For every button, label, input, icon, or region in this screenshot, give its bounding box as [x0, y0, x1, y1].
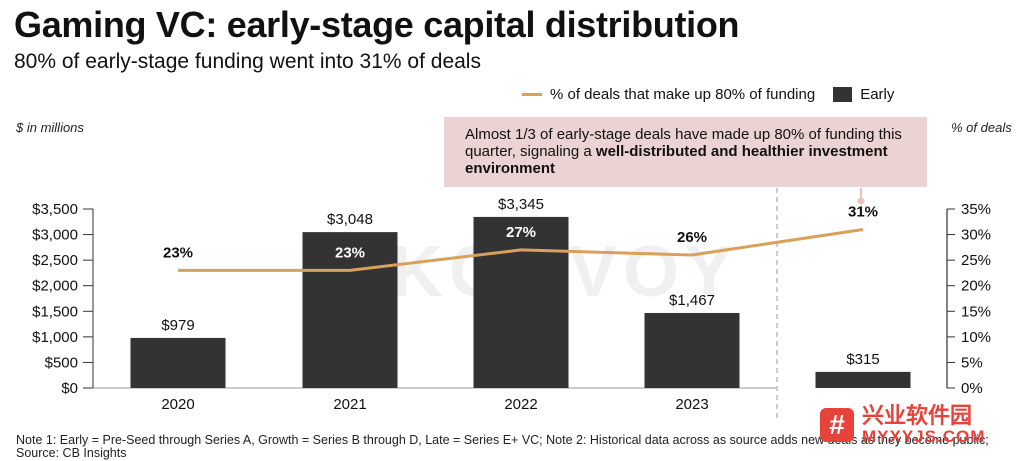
x-tick-label: 2022	[504, 396, 537, 413]
x-tick-label: 2023	[675, 396, 708, 413]
pct-labels: 23% 23% 27% 26% 31%	[163, 203, 878, 261]
pct-value-label: 31%	[848, 203, 878, 220]
right-axis: 0% 5% 10% 15% 20% 25% 30% 35%	[947, 201, 991, 397]
legend-bar-swatch	[833, 87, 853, 102]
legend-bar-label: Early	[860, 86, 895, 103]
bar	[473, 216, 569, 388]
annotation-connector-dot	[857, 197, 865, 205]
bar	[815, 371, 911, 388]
annotation-bold-text: well-distributed and healthier investmen…	[465, 143, 888, 177]
x-tick-label: 2021	[333, 396, 366, 413]
pct-value-label: 26%	[677, 229, 707, 246]
bar	[130, 337, 226, 388]
bar-value-label: $3,048	[327, 211, 373, 228]
right-tick-label: 5%	[961, 354, 983, 371]
chart-title: Gaming VC: early-stage capital distribut…	[14, 4, 740, 45]
left-tick-label: $0	[61, 380, 78, 397]
left-axis: $0 $500 $1,000 $1,500 $2,000 $2,500 $3,000 $3,5…	[32, 201, 94, 397]
right-tick-label: 35%	[961, 201, 991, 218]
left-tick-label: $3,500	[32, 201, 78, 218]
left-tick-label: $1,500	[32, 303, 78, 320]
right-tick-label: 30%	[961, 227, 991, 244]
bar-labels: $979 $3,048 $3,345 $1,467 $315	[161, 196, 879, 368]
left-tick-label: $2,000	[32, 278, 78, 295]
left-tick-label: $3,000	[32, 227, 78, 244]
annotation-text: Almost 1/3 of early-stage deals have mad…	[465, 126, 902, 160]
right-tick-label: 0%	[961, 380, 983, 397]
pct-line-layer	[178, 227, 864, 272]
left-tick-label: $500	[45, 354, 78, 371]
site-watermark-cn: 兴业软件园	[862, 403, 973, 428]
legend: % of deals that make up 80% of funding E…	[522, 86, 894, 103]
site-watermark: # 兴业软件园 MYXYJS.COM	[820, 404, 985, 446]
right-axis-unit: % of deals	[951, 120, 1012, 135]
legend-line-label: % of deals that make up 80% of funding	[550, 86, 816, 103]
bar-value-label: $315	[846, 351, 879, 368]
hash-icon: #	[820, 408, 854, 442]
left-axis-unit: $ in millions	[16, 120, 84, 135]
pct-value-label: 23%	[163, 244, 193, 261]
pct-value-label: 27%	[506, 224, 536, 241]
x-axis-labels: 2020 2021 2022 2023	[161, 396, 708, 413]
legend-line-swatch	[522, 93, 542, 96]
bar	[644, 312, 740, 388]
pct-value-label: 23%	[335, 244, 365, 261]
left-tick-label: $2,500	[32, 252, 78, 269]
right-tick-label: 20%	[961, 278, 991, 295]
right-tick-label: 25%	[961, 252, 991, 269]
bar-value-label: $1,467	[669, 292, 715, 309]
site-watermark-en: MYXYJS.COM	[862, 427, 986, 446]
left-tick-label: $1,000	[32, 329, 78, 346]
bars	[130, 216, 911, 388]
bar	[302, 232, 398, 388]
annotation-box: Almost 1/3 of early-stage deals have mad…	[444, 117, 927, 187]
bar-value-label: $3,345	[498, 196, 544, 213]
right-tick-label: 15%	[961, 303, 991, 320]
right-tick-label: 10%	[961, 329, 991, 346]
chart-subtitle: 80% of early-stage funding went into 31%…	[14, 50, 481, 73]
x-tick-label: 2020	[161, 396, 194, 413]
footnote: Note 1: Early = Pre-Seed through Series …	[16, 433, 989, 460]
pct-line	[178, 227, 864, 272]
bar-value-label: $979	[161, 317, 194, 334]
